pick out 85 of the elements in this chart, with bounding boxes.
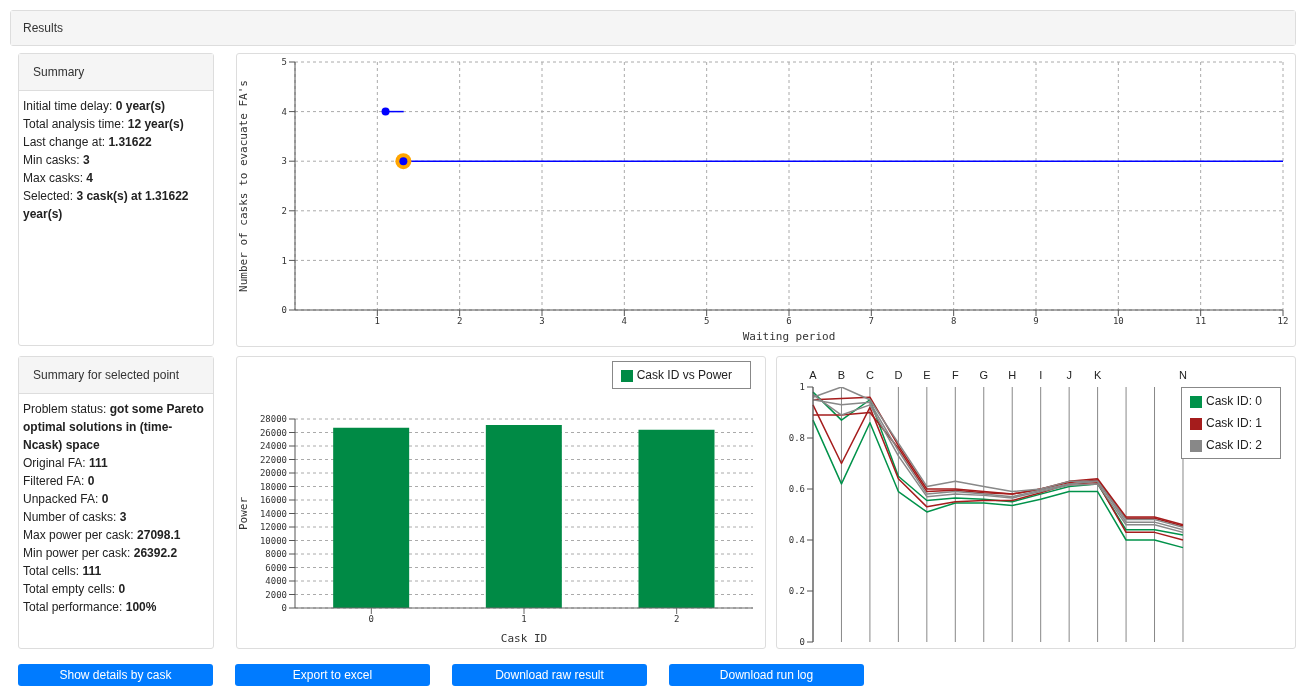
text: Total cells: 111 (23, 563, 103, 580)
text: Unpacked FA: 0 (23, 491, 110, 508)
x-tick-label: B (837, 369, 846, 381)
y-tick-label: 18000 (259, 481, 287, 492)
x-tick-label: 2 (456, 316, 463, 327)
text: Last change at: 1.31622 (23, 134, 153, 151)
x-tick-label: D (894, 369, 903, 381)
y-tick-label: 4000 (265, 576, 287, 587)
x-tick-label: 7 (868, 316, 875, 327)
text: Max casks: 4 (23, 170, 95, 187)
x-tick-label: H (1008, 369, 1017, 381)
x-tick-label: 10 (1112, 316, 1124, 327)
text: Total performance: 100% (23, 599, 158, 616)
legend-label: Cask ID: 0 (1205, 394, 1262, 408)
y-axis-title: Number of casks to evacuate FA's (236, 80, 250, 292)
text: Max power per cask: 27098.1 (23, 527, 182, 544)
x-tick-label: 2 (673, 614, 680, 625)
text: Download raw result (452, 664, 647, 686)
text: Download run log (669, 664, 864, 686)
y-tick-label: 4 (281, 106, 287, 117)
text: Number of casks: 3 (23, 509, 128, 526)
x-tick-label: F (951, 369, 959, 381)
y-tick-label: 12000 (259, 522, 287, 533)
text: Total analysis time: 12 year(s) (23, 116, 185, 133)
y-tick-label: 0 (281, 603, 287, 614)
y-tick-label: 0 (281, 305, 287, 316)
y-tick-label: 0.8 (788, 433, 805, 444)
x-tick-label: J (1066, 369, 1072, 381)
y-tick-label: 2 (281, 206, 287, 216)
y-tick-label: 8000 (265, 549, 287, 560)
x-tick-label: 5 (703, 316, 710, 327)
y-tick-label: 10000 (259, 535, 287, 546)
text: Summary (19, 54, 213, 91)
y-axis-title: Power (236, 496, 250, 531)
x-tick-label: 4 (621, 316, 628, 327)
x-axis-title: Waiting period (742, 330, 836, 343)
text: Original FA: 111 (23, 455, 109, 472)
legend-label: Cask ID: 2 (1205, 438, 1262, 452)
text: Show details by cask (18, 664, 213, 686)
y-tick-label: 20000 (259, 468, 287, 479)
x-tick-label: C (865, 369, 874, 381)
y-tick-label: 1 (281, 255, 287, 266)
text: Selected: 3 cask(s) at 1.31622 year(s) (23, 189, 189, 221)
y-tick-label: 14000 (259, 508, 287, 519)
y-tick-label: 5 (281, 57, 287, 68)
x-tick-label: 6 (786, 316, 792, 327)
y-tick-label: 6000 (265, 562, 287, 573)
x-tick-label: 1 (521, 614, 527, 625)
text: Min casks: 3 (23, 152, 91, 169)
text: Problem status: got some Pareto optimal solutions in (time-Ncask) space (23, 401, 205, 454)
x-tick-label: K (1093, 369, 1102, 381)
text: Export to excel (235, 664, 430, 686)
y-tick-label: 26000 (259, 427, 287, 438)
x-tick-label: N (1179, 369, 1188, 381)
x-tick-label: A (809, 369, 818, 381)
x-axis-title: Cask ID (500, 632, 548, 645)
text: Results (11, 11, 1295, 45)
text: Min power per cask: 26392.2 (23, 545, 179, 562)
x-tick-label: 12 (1277, 316, 1289, 327)
y-tick-label: 1 (799, 382, 805, 393)
x-tick-label: 3 (539, 316, 545, 327)
text: Summary for selected point (19, 357, 213, 394)
y-tick-label: 3 (281, 156, 287, 167)
y-tick-label: 0.6 (788, 484, 805, 495)
x-tick-label: 1 (374, 316, 381, 327)
x-tick-label: E (923, 369, 931, 381)
x-tick-label: I (1039, 369, 1043, 381)
x-tick-label: 8 (950, 316, 957, 327)
legend-label: Cask ID vs Power (636, 368, 732, 382)
text: Filtered FA: 0 (23, 473, 96, 490)
y-tick-label: 24000 (259, 441, 287, 452)
x-tick-label: 0 (368, 614, 375, 625)
y-tick-label: 2000 (265, 589, 287, 600)
y-tick-label: 0.2 (788, 586, 805, 597)
y-tick-label: 22000 (259, 454, 287, 465)
legend-label: Cask ID: 1 (1205, 416, 1262, 430)
y-tick-label: 0 (799, 637, 805, 648)
y-tick-label: 28000 (259, 414, 287, 425)
x-tick-label: G (979, 369, 989, 381)
x-tick-label: 9 (1033, 316, 1039, 327)
text: Total empty cells: 0 (23, 581, 127, 598)
y-tick-label: 0.4 (788, 535, 805, 546)
y-tick-label: 16000 (259, 495, 287, 506)
text: Initial time delay: 0 year(s) (23, 98, 167, 115)
x-tick-label: 11 (1195, 316, 1207, 327)
